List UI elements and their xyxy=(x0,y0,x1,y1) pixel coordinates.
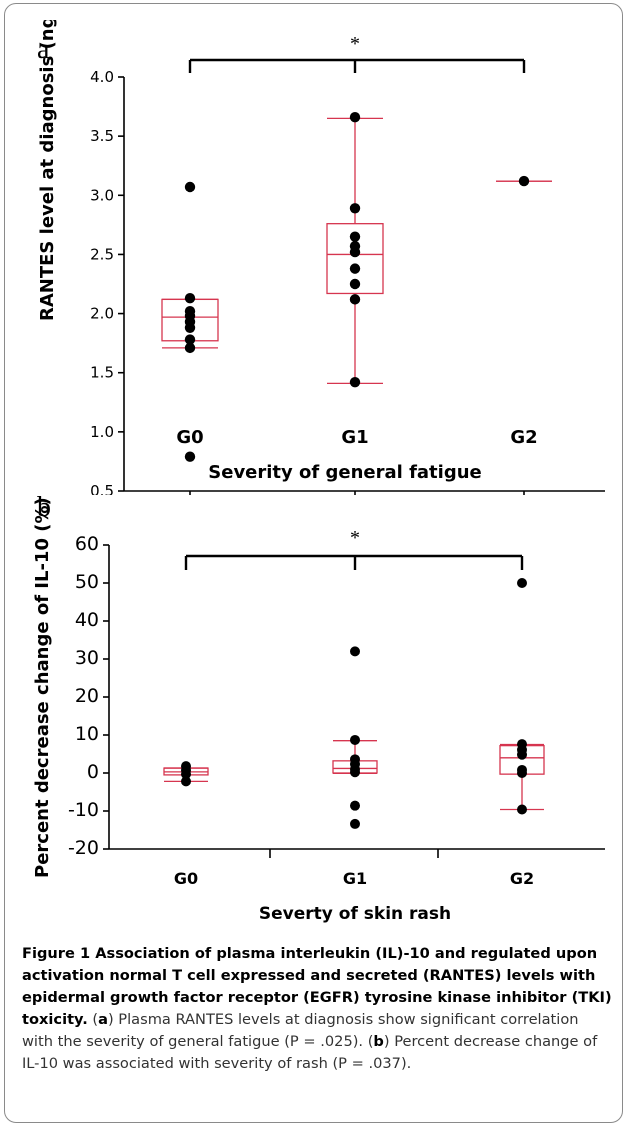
data-point xyxy=(184,322,196,333)
category-label-g2: G2 xyxy=(510,869,534,888)
data-point xyxy=(181,776,191,787)
data-point xyxy=(349,278,361,290)
data-point xyxy=(184,181,196,193)
y-tick-label: 50 xyxy=(75,571,99,593)
y-tick-label: 3.5 xyxy=(90,127,114,145)
data-point xyxy=(350,767,360,778)
data-point xyxy=(350,800,360,811)
x-axis-label-a: Severity of general fatigue xyxy=(208,462,481,483)
data-point xyxy=(517,749,527,760)
x-axis-label-b: Severty of skin rash xyxy=(259,904,451,924)
data-point xyxy=(349,246,361,258)
significance-star: * xyxy=(350,33,360,55)
data-point xyxy=(517,768,527,778)
y-tick-label: 2.0 xyxy=(90,305,114,323)
data-point xyxy=(184,451,196,462)
category-label-g0: G0 xyxy=(176,427,203,448)
caption-title: Figure 1 Association of plasma interleuk… xyxy=(22,945,612,1028)
caption-text-a: ) Plasma RANTES levels at diagnosis show… xyxy=(22,1011,579,1050)
panel-label-a: a xyxy=(37,34,50,65)
y-tick-label: 40 xyxy=(75,609,99,631)
data-point xyxy=(349,203,361,214)
category-label-g1: G1 xyxy=(341,427,368,448)
y-tick-label: -20 xyxy=(68,837,99,859)
y-axis-label-b: Percent decrease change of IL-10 (%) xyxy=(32,497,53,878)
category-label-g1: G1 xyxy=(343,869,367,888)
category-label-g0: G0 xyxy=(174,869,198,888)
data-point xyxy=(349,112,361,123)
y-tick-label: 1.0 xyxy=(90,423,114,441)
chart-a: a RANTES level at diagnosis (ng/ml) 0.5 1… xyxy=(37,20,605,495)
figure-caption: Figure 1 Association of plasma interleuk… xyxy=(22,943,612,1075)
caption-letter-a: a xyxy=(98,1011,108,1028)
data-point xyxy=(517,578,527,588)
category-label-g2: G2 xyxy=(510,427,537,448)
y-tick-label: 20 xyxy=(75,685,99,707)
y-axis-label-a: RANTES level at diagnosis (ng/ml) xyxy=(37,20,58,321)
significance-star: * xyxy=(350,527,360,549)
y-tick-label: 10 xyxy=(75,723,99,745)
data-point xyxy=(349,376,361,388)
data-point xyxy=(518,175,530,187)
data-point xyxy=(181,769,191,780)
y-tick-label: 3.0 xyxy=(90,186,114,204)
data-point xyxy=(184,334,196,345)
caption-text-b: ) Percent decrease change of IL-10 was a… xyxy=(22,1033,598,1072)
y-tick-label: 2.5 xyxy=(90,245,114,263)
data-point xyxy=(517,804,527,815)
y-tick-label: 4.0 xyxy=(90,68,114,86)
y-tick-label: 0.5 xyxy=(90,482,114,495)
data-point xyxy=(350,734,360,745)
data-point xyxy=(184,292,196,304)
y-tick-label: -10 xyxy=(68,799,99,821)
panel-label-b: b xyxy=(37,495,51,523)
y-tick-label: 0 xyxy=(87,761,99,783)
data-point xyxy=(350,646,360,657)
caption-letter-b: b xyxy=(373,1033,384,1050)
data-point xyxy=(349,294,361,305)
y-tick-label: 1.5 xyxy=(90,364,114,382)
data-point xyxy=(349,263,361,274)
chart-b: b Percent decrease change of IL-10 (%) -… xyxy=(32,495,605,924)
box-rect xyxy=(326,223,384,295)
data-point xyxy=(349,231,361,242)
y-tick-label: 30 xyxy=(75,647,99,669)
data-point xyxy=(184,342,196,354)
y-tick-label: 60 xyxy=(75,533,99,555)
data-point xyxy=(350,818,360,829)
caption-open-a: ( xyxy=(87,1011,99,1028)
figure-frame xyxy=(4,3,623,1123)
